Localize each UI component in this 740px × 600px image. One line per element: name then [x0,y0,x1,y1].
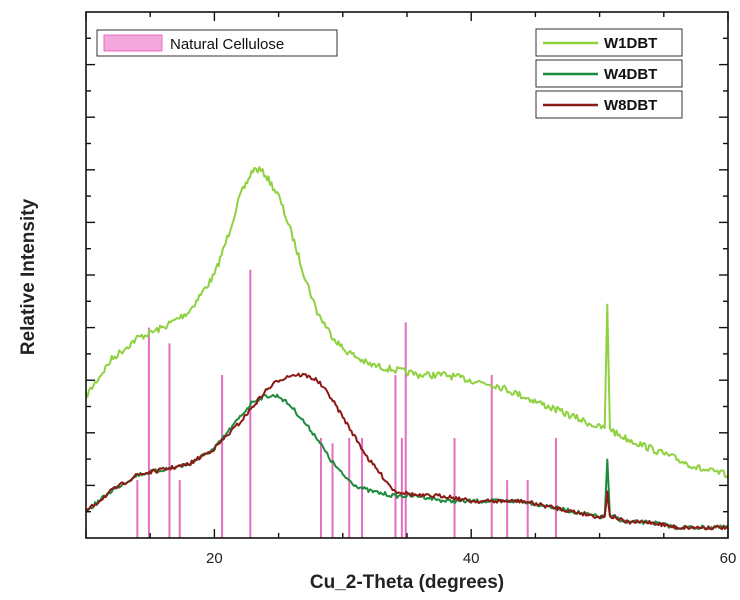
series-line-w8dbt [85,372,728,531]
legend-reference: Natural Cellulose [96,29,338,57]
y-axis-title: Relative Intensity [18,198,39,355]
x-axis-title: Cu_2-Theta (degrees) [310,572,504,593]
legend-reference-label: Natural Cellulose [170,36,284,53]
series-lines [85,166,729,531]
x-tick-label: 60 [720,550,737,567]
series-line-w1dbt [85,166,729,479]
legend-label-w4dbt: W4DBT [604,66,657,83]
x-tick-label: 20 [206,550,223,567]
reference-peaks [136,269,557,538]
axis-ticks [85,12,729,538]
legend-label-w1dbt: W1DBT [604,35,657,52]
x-tick-label: 40 [463,550,480,567]
legend-label-w8dbt: W8DBT [604,97,657,114]
legend-series: W1DBT W4DBT W8DBT [535,28,683,119]
legend-reference-swatch [103,34,163,52]
series-line-w4dbt [85,393,729,531]
x-tick-labels: 20 40 60 [206,550,736,567]
